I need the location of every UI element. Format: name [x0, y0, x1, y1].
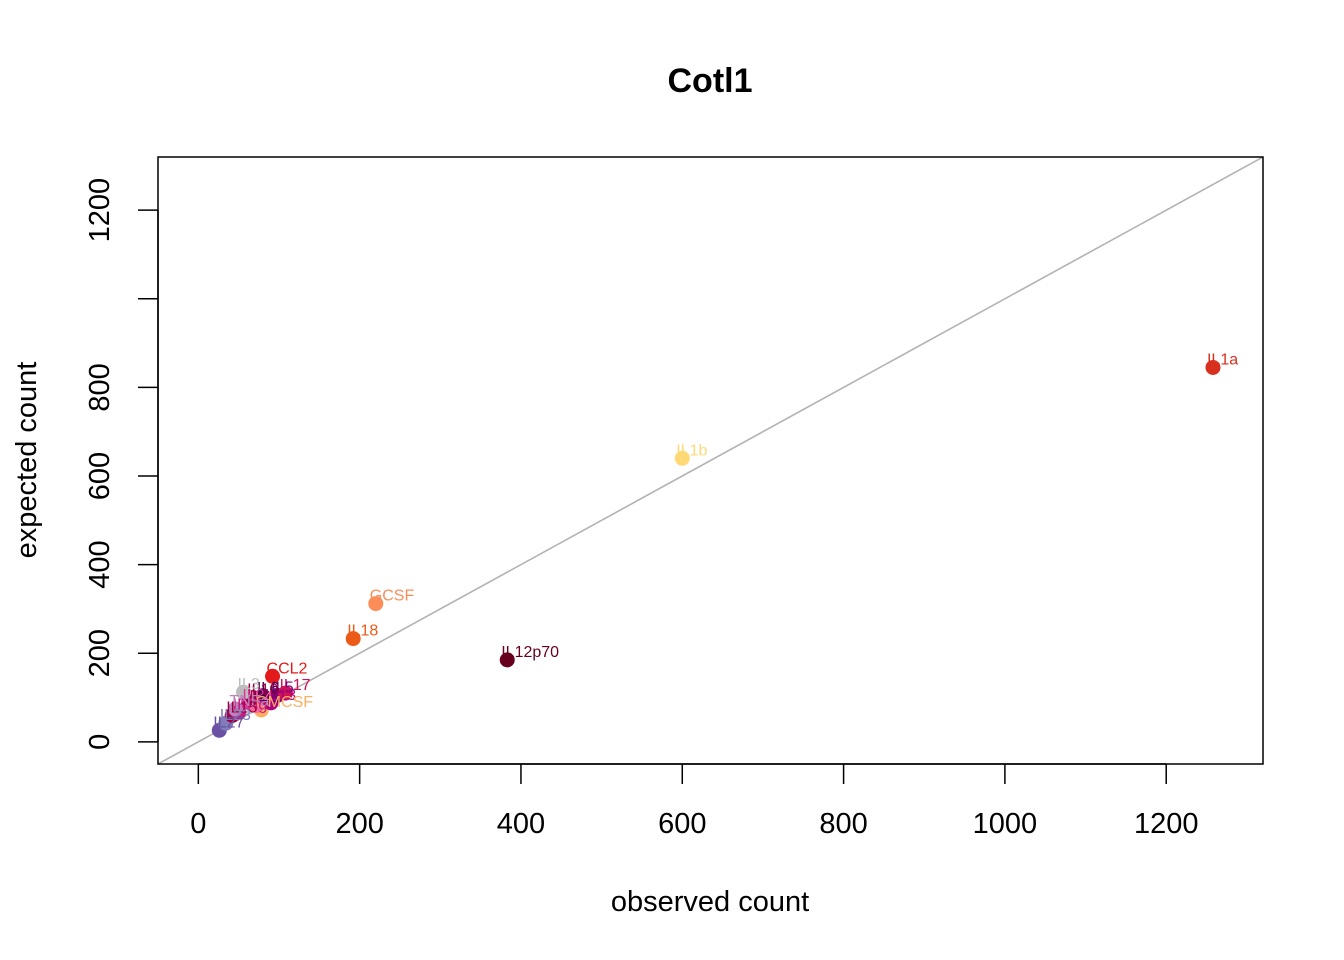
y-axis-label: expected count: [11, 362, 43, 559]
chart-title: Cotl1: [668, 62, 753, 100]
point-label-gcsf: GCSF: [370, 588, 415, 605]
y-tick-label: 800: [84, 363, 116, 411]
x-tick-label: 1000: [973, 808, 1038, 840]
point-label-il17: IL17: [279, 677, 310, 694]
x-axis-label: observed count: [611, 886, 809, 918]
x-tick-label: 600: [658, 808, 706, 840]
points-layer: [211, 359, 1221, 738]
data-point-il6: [255, 688, 271, 704]
x-axis: 0 200 400 600 800 1000 1200: [190, 763, 1199, 840]
y-axis: 0 200 400 600 800 1200: [84, 178, 159, 750]
y-tick-label: 0: [84, 734, 116, 750]
point-label-il6: IL6: [257, 680, 279, 697]
point-label-il5: IL5: [271, 679, 293, 696]
point-label-il27: IL27: [213, 714, 244, 731]
y-tick-label: 200: [84, 629, 116, 677]
point-label-il1b: IL1b: [676, 442, 707, 459]
data-point-il1b: [674, 450, 690, 466]
point-label-ccl2: CCL2: [267, 660, 308, 677]
data-point-il18: [345, 631, 361, 647]
data-point-il12p70: [499, 652, 515, 668]
point-label-tnfa: TNFa: [229, 693, 269, 710]
y-tick-label: 1200: [84, 178, 116, 243]
point-label-ifng: IFNg: [233, 697, 268, 714]
data-point-ccl2: [265, 668, 281, 684]
x-tick-label: 1200: [1134, 808, 1199, 840]
point-label-gmcsf: GMCSF: [255, 694, 313, 711]
x-tick-label: 0: [190, 808, 206, 840]
data-point-gcsf: [368, 596, 384, 612]
point-labels-layer: IL1aIL1bGCSFIL18IL12p70CCL2IL17IL5IL13IL…: [213, 351, 1238, 731]
point-label-il12p70: IL12p70: [501, 644, 559, 661]
point-label-il23: IL23: [220, 707, 251, 724]
x-tick-label: 400: [497, 808, 545, 840]
data-point-il3: [235, 684, 251, 700]
data-point-il17: [277, 685, 293, 701]
point-label-il18: IL18: [347, 623, 378, 640]
point-label-il15: IL15: [226, 699, 257, 716]
point-label-il2: IL2: [242, 687, 264, 704]
y-tick-label: 400: [84, 540, 116, 588]
point-label-il10: IL10: [247, 682, 278, 699]
x-tick-label: 800: [819, 808, 867, 840]
point-label-il13: IL13: [265, 687, 296, 704]
point-label-il1a: IL1a: [1207, 351, 1238, 368]
y-tick-label: 600: [84, 452, 116, 500]
point-label-il4: IL4: [250, 690, 272, 707]
x-tick-label: 200: [335, 808, 383, 840]
point-label-il3: IL3: [237, 676, 259, 693]
data-point-il1a: [1205, 359, 1221, 375]
data-point-tnfa: [227, 701, 243, 717]
